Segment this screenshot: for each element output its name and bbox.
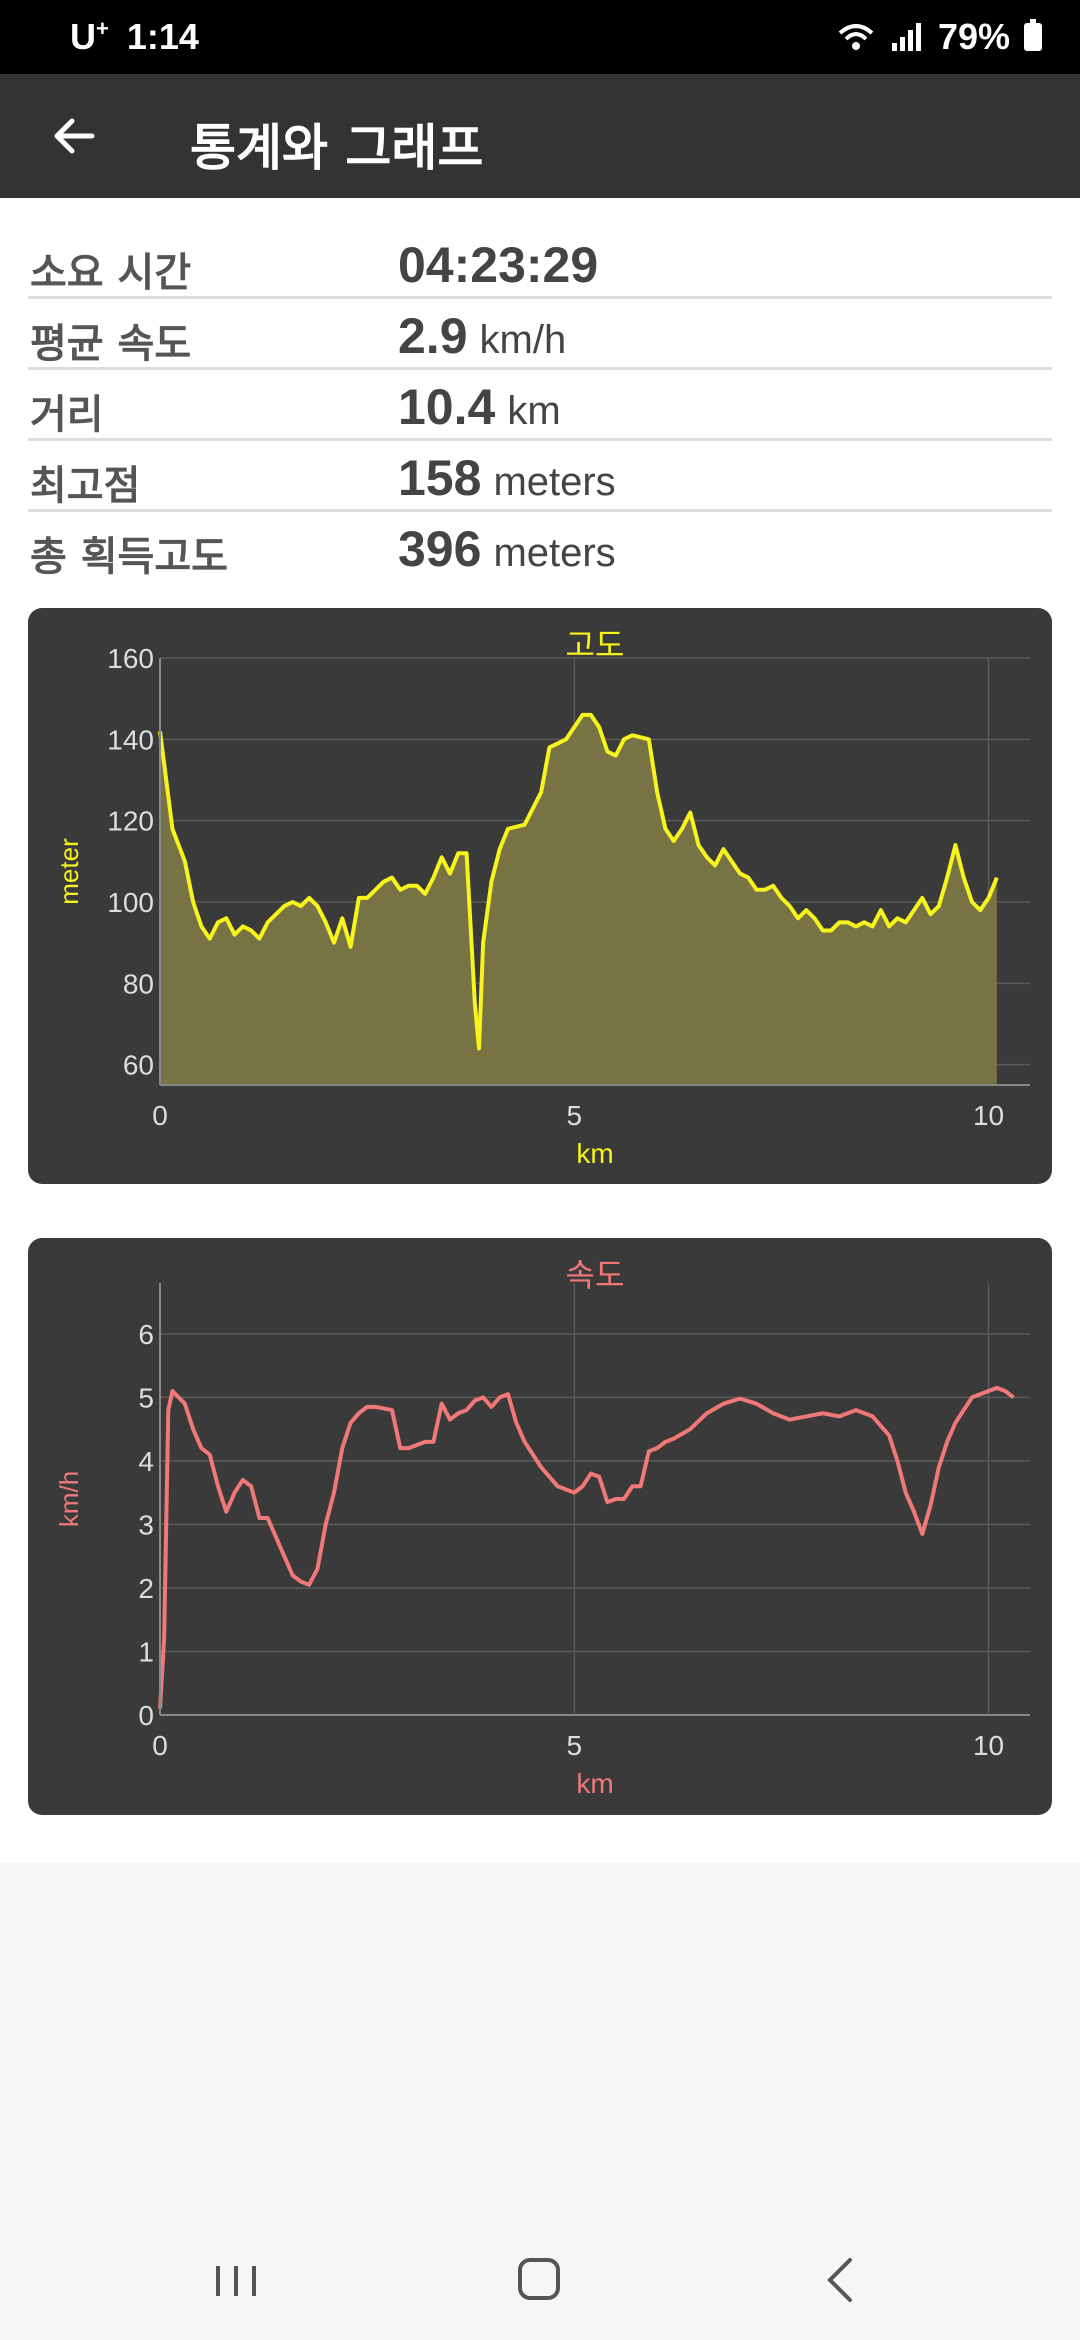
- stat-label: 거리: [30, 392, 104, 438]
- stat-value: 396 meters: [398, 520, 616, 578]
- chart-title: 고도: [566, 626, 625, 664]
- chart-title: 속도: [566, 1256, 625, 1294]
- back-arrow-icon[interactable]: [48, 110, 100, 162]
- speed-chart: 0 1 2 3 4 5 6 0 5 10 속도 km km/h: [54, 1256, 1030, 1799]
- stat-value: 10.4 km: [398, 378, 561, 436]
- stat-unit: meters: [493, 460, 616, 504]
- y-tick-label: 100: [107, 887, 154, 918]
- x-tick-label: 5: [566, 1730, 582, 1761]
- status-right: 79%: [836, 16, 1042, 58]
- x-axis-label: km: [576, 1138, 613, 1169]
- stat-number: 04:23:29: [398, 237, 599, 293]
- stat-unit: km/h: [479, 318, 567, 362]
- status-bar: U+ 1:14 79%: [0, 0, 1080, 74]
- back-nav-icon[interactable]: [800, 2250, 880, 2310]
- stat-value: 04:23:29: [398, 236, 610, 294]
- stats-list: 소요 시간 04:23:29 평균 속도 2.9 km/h 거리 10.4 km 최…: [28, 228, 1052, 583]
- y-tick-label: 1: [138, 1636, 154, 1667]
- y-tick-label: 5: [138, 1382, 154, 1413]
- x-tick-label: 0: [152, 1100, 168, 1131]
- stat-number: 10.4: [398, 379, 496, 435]
- x-tick-label: 10: [973, 1100, 1004, 1131]
- stat-row-duration: 소요 시간 04:23:29: [28, 228, 1052, 299]
- x-axis-label: km: [576, 1768, 613, 1799]
- series-line: [158, 712, 999, 1051]
- stat-row-max-elevation: 최고점 158 meters: [28, 441, 1052, 512]
- y-tick-label: 160: [107, 643, 154, 674]
- recent-apps-icon[interactable]: [196, 2250, 276, 2310]
- stat-value: 158 meters: [398, 449, 616, 507]
- y-tick-label: 3: [138, 1509, 154, 1540]
- elevation-chart: 60 80 100 120 140 160 0 5 10 고도 km meter: [54, 626, 1030, 1169]
- carrier-label: U+: [70, 16, 109, 57]
- main-content: 소요 시간 04:23:29 평균 속도 2.9 km/h 거리 10.4 km 최…: [0, 198, 1080, 1863]
- stat-number: 2.9: [398, 308, 468, 364]
- stat-value: 2.9 km/h: [398, 307, 566, 365]
- y-axis-label: km/h: [54, 1471, 84, 1527]
- stat-number: 396: [398, 521, 482, 577]
- status-time: 1:14: [126, 16, 199, 57]
- app-bar: 통계와 그래프: [0, 74, 1080, 198]
- carrier-text: U: [70, 16, 96, 57]
- y-tick-label: 60: [123, 1050, 154, 1081]
- stat-unit: km: [507, 389, 561, 433]
- y-tick-label: 120: [107, 806, 154, 837]
- y-tick-label: 6: [138, 1319, 154, 1350]
- elevation-chart-card: 60 80 100 120 140 160 0 5 10 고도 km meter: [28, 608, 1052, 1184]
- x-tick-label: 5: [566, 1100, 582, 1131]
- home-icon[interactable]: [500, 2250, 580, 2310]
- battery-percent: 79%: [937, 16, 1010, 57]
- y-axis-label: meter: [54, 838, 84, 905]
- stat-row-distance: 거리 10.4 km: [28, 370, 1052, 441]
- elevation-area-fill: [160, 714, 997, 1085]
- y-tick-label: 140: [107, 724, 154, 755]
- battery-icon: [1024, 19, 1042, 51]
- y-tick-label: 0: [138, 1700, 154, 1731]
- stat-row-avg-speed: 평균 속도 2.9 km/h: [28, 299, 1052, 370]
- stat-label: 소요 시간: [30, 250, 192, 296]
- series-line: [158, 1385, 1015, 1709]
- stat-label: 최고점: [30, 463, 141, 509]
- y-tick-label: 4: [138, 1446, 154, 1477]
- x-tick-label: 0: [152, 1730, 168, 1761]
- signal-icon: [891, 23, 921, 51]
- stat-label: 평균 속도: [30, 321, 192, 367]
- y-tick-label: 80: [123, 968, 154, 999]
- stat-unit: meters: [493, 531, 616, 575]
- page-title: 통계와 그래프: [190, 119, 484, 177]
- x-tick-label: 10: [973, 1730, 1004, 1761]
- stat-number: 158: [398, 450, 482, 506]
- system-nav-bar: [0, 2220, 1080, 2340]
- stat-label: 총 획득고도: [30, 534, 228, 580]
- speed-chart-card: 0 1 2 3 4 5 6 0 5 10 속도 km km/h: [28, 1238, 1052, 1815]
- y-tick-label: 2: [138, 1573, 154, 1604]
- status-left: U+ 1:14: [70, 16, 199, 58]
- wifi-icon: [838, 24, 874, 50]
- stat-row-total-ascent: 총 획득고도 396 meters: [28, 512, 1052, 583]
